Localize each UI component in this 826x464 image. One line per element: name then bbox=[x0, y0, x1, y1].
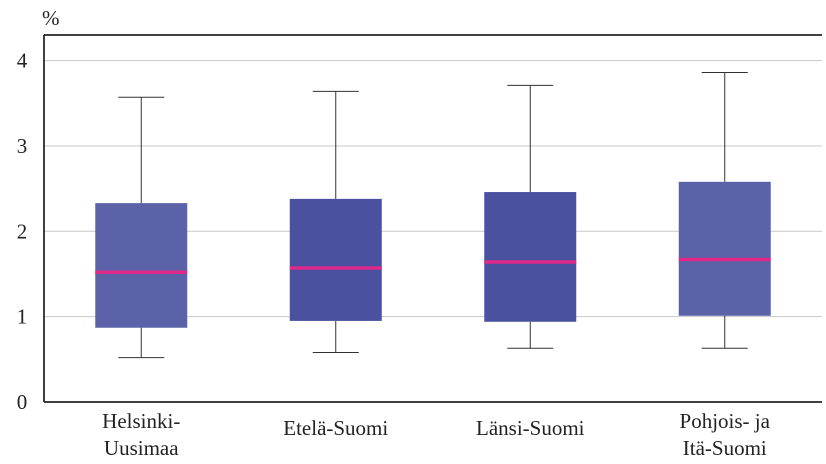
x-category-label-line: Uusimaa bbox=[104, 436, 179, 460]
x-category-label: Länsi-Suomi bbox=[476, 416, 585, 440]
y-tick-label: 2 bbox=[17, 219, 28, 243]
y-tick-label: 3 bbox=[17, 134, 28, 158]
iqr-box bbox=[95, 203, 188, 328]
y-tick-label: 4 bbox=[17, 49, 28, 73]
x-category-label-line: Länsi-Suomi bbox=[476, 416, 585, 440]
x-category-label: Helsinki- Uusimaa bbox=[102, 409, 180, 460]
iqr-box bbox=[289, 198, 382, 321]
y-tick-label: 1 bbox=[17, 305, 28, 329]
y-axis-unit-label: % bbox=[42, 6, 60, 30]
x-category-label-line: Pohjois- ja bbox=[680, 409, 771, 433]
x-category-label-line: Etelä-Suomi bbox=[283, 416, 388, 440]
iqr-box bbox=[484, 192, 577, 322]
x-category-label: Pohjois- ja Itä-Suomi bbox=[680, 409, 771, 460]
x-category-label-line: Itä-Suomi bbox=[683, 436, 767, 460]
iqr-box bbox=[678, 181, 771, 316]
x-category-label: Etelä-Suomi bbox=[283, 416, 388, 440]
y-tick-label: 0 bbox=[17, 390, 28, 414]
x-category-label-line: Helsinki- bbox=[102, 409, 180, 433]
